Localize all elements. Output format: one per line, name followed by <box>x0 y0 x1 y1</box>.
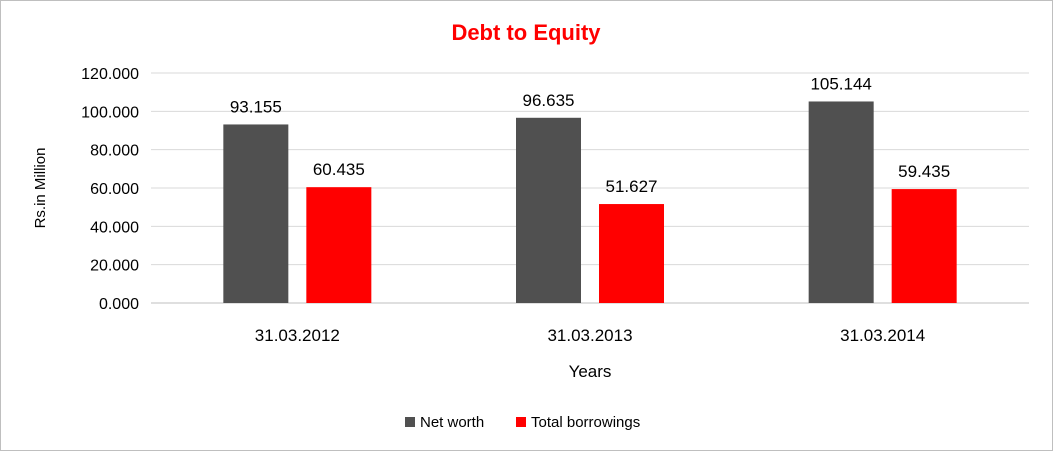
y-axis-title: Rs.in Million <box>32 148 49 229</box>
legend-item-total-borrowings: Total borrowings <box>516 414 640 431</box>
data-label: 105.144 <box>810 74 871 93</box>
bar-total-borrowings-0 <box>306 187 372 303</box>
bar-net-worth-0 <box>223 124 289 304</box>
x-axis-title: Years <box>569 362 612 381</box>
x-tick-label: 31.03.2013 <box>547 326 632 345</box>
legend-swatch <box>405 417 415 427</box>
data-label: 96.635 <box>523 91 575 110</box>
gridlines <box>151 72 1029 304</box>
data-label: 51.627 <box>606 177 658 196</box>
legend-label: Net worth <box>420 414 484 431</box>
bar-net-worth-2 <box>808 101 874 303</box>
y-tick-label: 120.000 <box>81 66 139 83</box>
x-tick-label: 31.03.2014 <box>840 326 925 345</box>
legend-swatch <box>516 417 526 427</box>
y-tick-label: 60.000 <box>90 181 139 198</box>
data-label: 60.435 <box>313 160 365 179</box>
legend-item-net-worth: Net worth <box>405 414 484 431</box>
y-tick-label: 80.000 <box>90 143 139 160</box>
data-label: 59.435 <box>898 162 950 181</box>
y-tick-label: 40.000 <box>90 219 139 236</box>
data-labels: 93.155 60.435 96.635 51.627 105.144 59.435 <box>230 74 950 196</box>
y-axis-ticks: 0.000 20.000 40.000 60.000 80.000 100.000 120.… <box>81 66 139 313</box>
bars <box>223 101 957 304</box>
bar-total-borrowings-2 <box>891 189 957 303</box>
legend-label: Total borrowings <box>531 414 640 431</box>
x-axis-ticks: 31.03.2012 31.03.2013 31.03.2014 <box>255 326 925 345</box>
bar-total-borrowings-1 <box>599 204 664 303</box>
bar-net-worth-1 <box>516 117 581 303</box>
x-tick-label: 31.03.2012 <box>255 326 340 345</box>
y-tick-label: 20.000 <box>90 258 139 275</box>
y-tick-label: 0.000 <box>99 296 139 313</box>
y-tick-label: 100.000 <box>81 104 139 121</box>
data-label: 93.155 <box>230 97 282 116</box>
chart-title: Debt to Equity <box>451 20 601 45</box>
legend: Net worth Total borrowings <box>405 414 640 431</box>
